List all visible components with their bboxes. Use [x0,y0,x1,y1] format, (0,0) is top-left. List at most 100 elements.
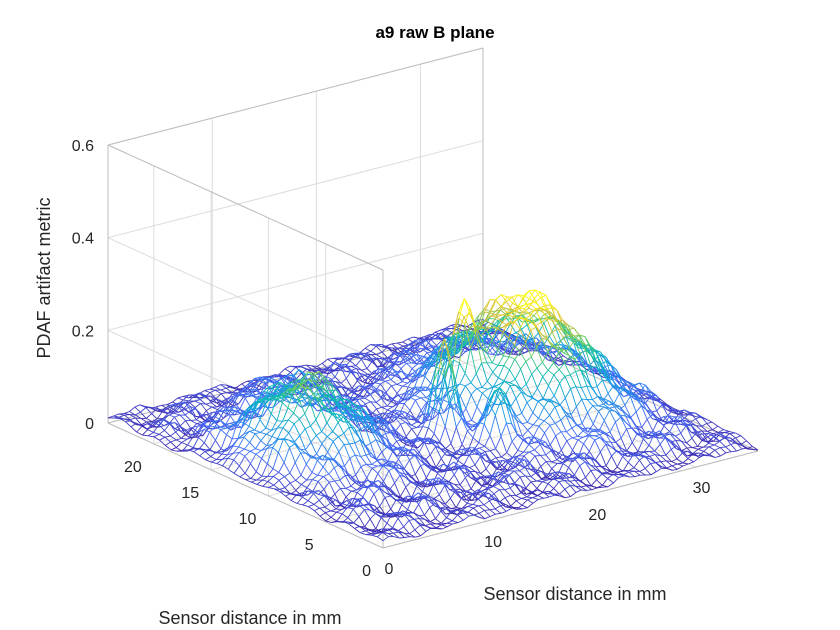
x-tick-label: 10 [484,534,502,551]
mesh-line [463,316,470,329]
mesh-line [438,352,445,375]
mesh-line [153,398,682,527]
mesh-line [508,321,515,324]
mesh-line [314,380,321,387]
mesh-line [555,318,562,324]
mesh-line [533,315,540,321]
mesh-line [308,379,316,387]
mesh-line [292,348,565,391]
mesh-line [568,329,575,337]
mesh-line [552,344,560,353]
mesh-line [287,357,451,391]
mesh-line [540,307,547,319]
mesh-line [497,326,503,329]
mesh-line [125,323,715,534]
mesh-line [480,326,487,331]
y-tick-label: 5 [305,537,314,554]
mesh-line [326,406,333,414]
mesh-line [153,328,664,528]
mesh-line [141,424,714,487]
mesh-line [546,331,553,338]
mesh-line [485,315,548,338]
mesh-line [230,337,698,514]
mesh-line [303,340,581,383]
mesh-line [480,328,498,340]
mesh-line [500,294,508,308]
mesh-line [276,387,571,434]
mesh-line [544,309,569,331]
mesh-line [561,323,568,333]
mesh-line [535,308,542,323]
mesh-line [523,302,530,306]
mesh-line [552,328,558,333]
mesh-line [452,311,460,335]
mesh-line [469,308,520,336]
mesh-line [573,335,581,342]
mesh-line [568,340,575,349]
mesh-line [357,359,417,387]
mesh-line [530,317,553,327]
mesh-line [490,323,575,339]
mesh-line [566,331,597,353]
mesh-line [518,304,525,309]
mesh-line [247,388,759,487]
mesh-line [523,298,530,306]
mesh-line [489,299,497,314]
mesh-line [286,362,554,393]
mesh-line [443,363,451,375]
mesh-line [503,365,510,371]
mesh-line [501,294,508,298]
mesh-line [506,303,513,314]
mesh-line [330,334,565,391]
mesh-line [491,339,515,357]
mesh-line [535,320,559,335]
mesh-line [291,338,574,383]
mesh-line [387,412,646,476]
mesh-line [517,295,525,307]
mesh-line [281,321,590,409]
mesh-line [179,403,668,460]
grid-lines [107,47,759,549]
mesh-line [276,394,283,400]
mesh-line [185,347,553,518]
mesh-line [447,335,499,369]
mesh-line [458,317,532,331]
mesh-line [275,343,588,410]
mesh-line [568,334,575,337]
mesh-line [536,367,544,378]
mesh-line [236,338,642,463]
mesh-line [490,307,542,335]
mesh-line [514,328,521,346]
z-tick-label: 0 [85,416,94,433]
mesh-line [536,347,543,363]
mesh-line [162,333,714,517]
mesh-line [557,328,564,331]
mesh-line [324,377,332,391]
mesh-line [568,334,575,341]
mesh-line [310,381,488,436]
mesh-line [432,352,582,387]
mesh-line [191,340,691,524]
mesh-line [285,319,585,391]
mesh-line [547,344,554,353]
mesh-line [513,317,520,322]
x-tick-label: 20 [588,507,606,524]
mesh-line [253,399,295,421]
mesh-line [253,378,516,428]
mesh-line [463,313,471,318]
mesh-line [304,387,310,390]
y-tick-label: 20 [124,459,142,476]
mesh-line [314,337,651,475]
mesh-line [574,353,581,360]
mesh-line [309,351,576,398]
mesh-line [530,356,538,369]
mesh-line [539,291,546,306]
y-tick-label: 10 [239,511,257,528]
mesh-line [507,316,553,333]
mesh-line [281,362,571,397]
mesh-line [541,334,548,341]
mesh-line [452,318,460,336]
mesh-line [579,353,587,373]
mesh-line [340,358,721,501]
